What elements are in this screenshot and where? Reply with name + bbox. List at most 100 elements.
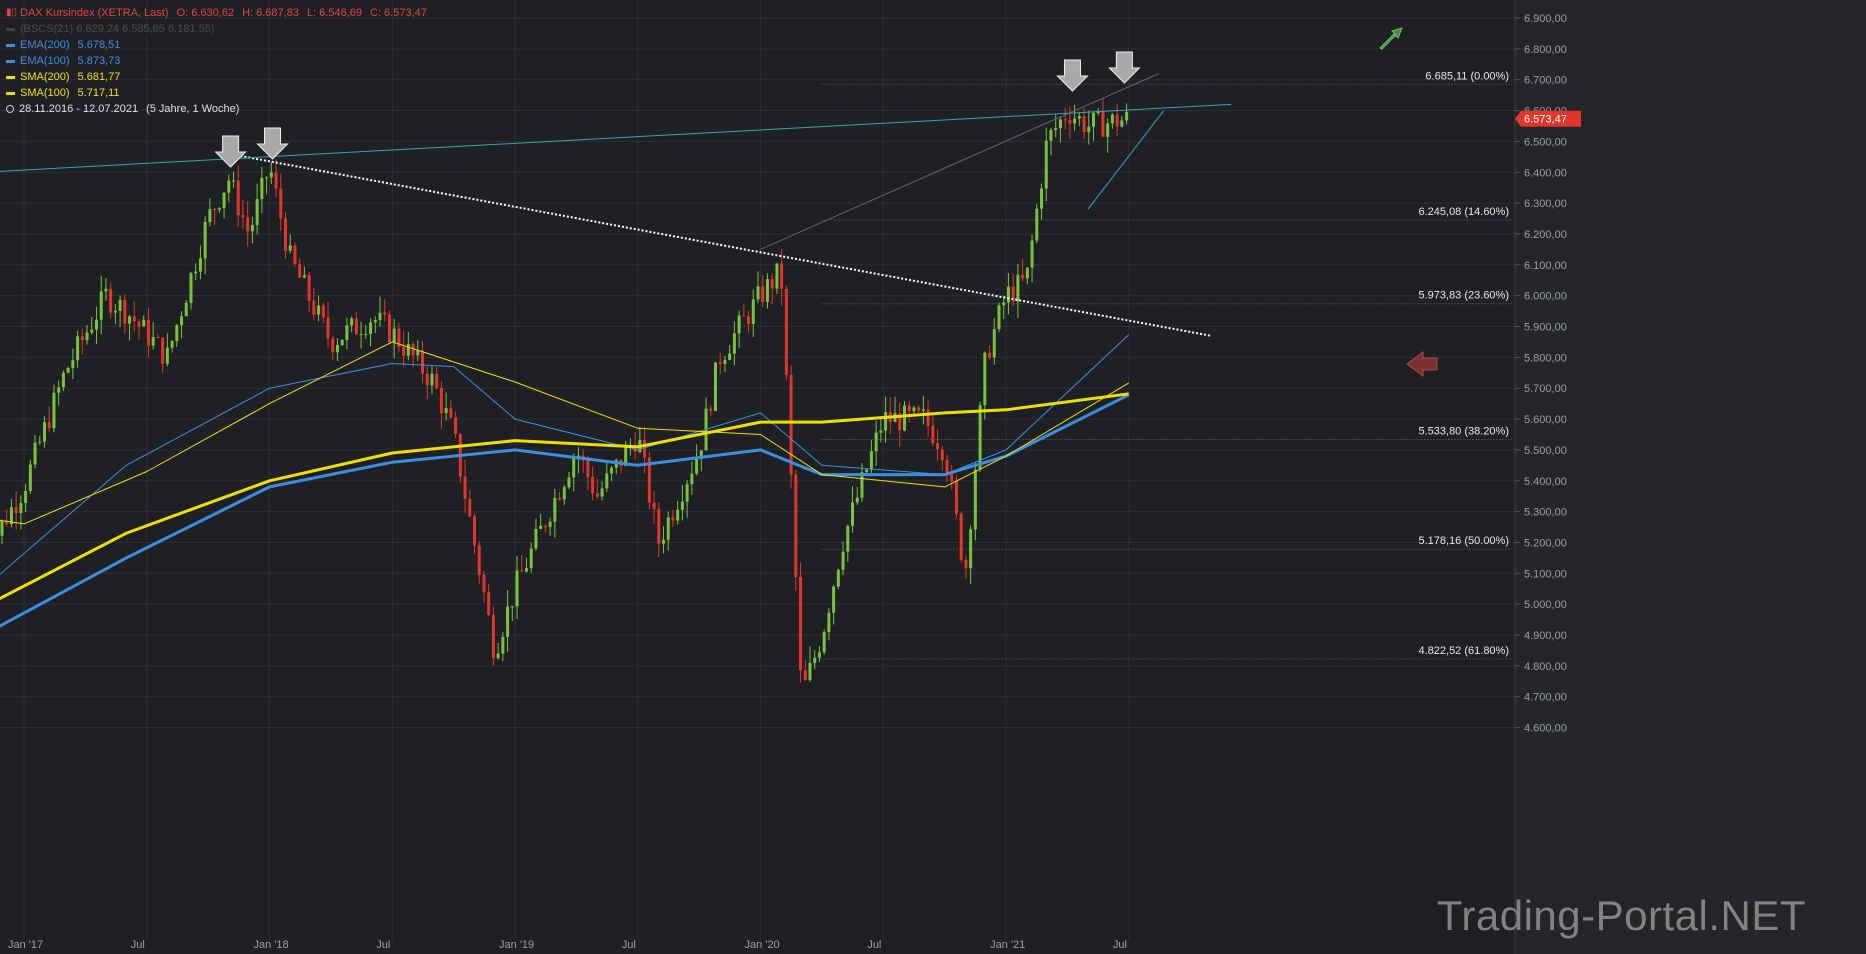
candle-body — [501, 636, 505, 654]
price-tick-label: 6.000,00 — [1524, 291, 1567, 303]
legend-sma100[interactable]: SMA(100) 5.717,11 — [6, 85, 427, 101]
candle-body — [543, 525, 547, 528]
candle-body — [260, 177, 264, 200]
candle-body — [302, 275, 306, 278]
candle-body — [992, 329, 996, 358]
candle-body — [803, 670, 807, 681]
candle-body — [709, 408, 713, 411]
candle-body — [524, 568, 528, 572]
candle-body — [695, 458, 699, 474]
candle-body — [751, 299, 755, 325]
candle-body — [997, 305, 1001, 330]
candle-body — [723, 359, 727, 365]
price-axis[interactable]: 6.900,006.800,006.700,006.600,006.500,00… — [1514, 0, 1866, 954]
candle-body — [1120, 120, 1124, 127]
price-tick-label: 5.900,00 — [1524, 322, 1567, 334]
ema200-name: EMA(200) — [20, 39, 70, 51]
sma200-swatch — [6, 75, 15, 79]
candle-body — [1054, 128, 1058, 131]
legend-ema200[interactable]: EMA(200) 5.678,51 — [6, 37, 427, 53]
moving-averages — [0, 334, 1130, 628]
candle-body — [666, 517, 670, 540]
price-tick-label: 5.400,00 — [1524, 476, 1567, 488]
candle-body — [770, 279, 774, 289]
candle-body — [813, 657, 817, 664]
candle-body — [799, 577, 803, 671]
candle-body — [236, 180, 240, 216]
candle-body — [860, 472, 864, 498]
candle-body — [690, 473, 694, 485]
candle-body — [907, 405, 911, 412]
candle-body — [765, 279, 769, 303]
candle-body — [170, 341, 174, 348]
candle-body — [973, 469, 977, 530]
candle-body — [14, 507, 18, 514]
candle-body — [165, 347, 169, 364]
candle-body — [718, 362, 722, 365]
sma100-value: 5.717,11 — [77, 87, 120, 99]
ma-line-sma200 — [0, 392, 1129, 601]
candle-body — [194, 271, 198, 274]
candle-body — [1082, 116, 1086, 133]
candle-body — [652, 502, 656, 509]
candle-body — [680, 501, 684, 510]
candle-body — [335, 344, 339, 353]
candle-body — [189, 273, 193, 303]
period-label: (5 Jahre, 1 Woche) — [146, 103, 240, 115]
time-tick-label: Jan '18 — [254, 939, 289, 951]
candle-body — [496, 653, 500, 659]
candle-body — [180, 316, 184, 326]
price-tick-label: 6.200,00 — [1524, 229, 1567, 241]
candle-body — [761, 286, 765, 303]
candle-body — [1077, 116, 1081, 119]
candle-body — [586, 460, 590, 477]
candle-body — [808, 663, 812, 681]
candle-body — [936, 443, 940, 450]
time-tick-label: Jan '19 — [499, 939, 534, 951]
sma200-value: 5.681,77 — [77, 71, 121, 83]
sma200-name: SMA(200) — [20, 71, 70, 83]
candle-body — [713, 362, 717, 411]
candle-body — [146, 319, 150, 346]
candle-body — [794, 474, 798, 578]
price-tick-label: 6.100,00 — [1524, 260, 1567, 272]
time-axis[interactable]: Jan '17 Jul Jan '18 Jul Jan '19 Jul Jan '20 Jul… — [8, 939, 1127, 951]
candle-body — [482, 574, 486, 593]
candle-body — [28, 464, 32, 492]
candle-body — [959, 513, 963, 560]
candle-body — [931, 425, 935, 444]
clock-icon — [6, 105, 14, 113]
candle-body — [246, 217, 250, 232]
candle-body — [1058, 119, 1062, 129]
candle-body — [76, 336, 80, 361]
current-price-tag — [1515, 110, 1581, 127]
candle-body — [312, 300, 316, 315]
candle-body — [869, 451, 873, 470]
candle-body — [94, 319, 98, 330]
fib-level-label: 5.973,83 (23.60%) — [1418, 290, 1509, 302]
down-arrow-marker — [1056, 59, 1089, 92]
legend-instrument-row[interactable]: ▮▯ DAX Kursindex (XETRA, Last) O: 6.630,… — [6, 5, 427, 21]
price-tick-label: 5.600,00 — [1524, 414, 1567, 426]
legend-ema100[interactable]: EMA(100) 5.873,73 — [6, 53, 427, 69]
candle-body — [591, 476, 595, 494]
candle-body — [879, 430, 883, 433]
candle-body — [969, 529, 973, 569]
fib-level-label: 6.245,08 (14.60%) — [1418, 206, 1509, 218]
candle-body — [539, 525, 543, 530]
candle-body — [57, 387, 61, 393]
candle-body — [208, 209, 212, 222]
trendline-grey — [760, 73, 1160, 250]
candle-body — [657, 508, 661, 544]
legend-sma200[interactable]: SMA(200) 5.681,77 — [6, 69, 427, 85]
legend-range-row[interactable]: 28.11.2016 - 12.07.2021 (5 Jahre, 1 Woch… — [6, 101, 427, 117]
candle-body — [595, 493, 599, 497]
candle-body — [435, 373, 439, 388]
candle-body — [780, 263, 784, 289]
candle-body — [1040, 188, 1044, 209]
candle-body — [359, 334, 363, 336]
candle-body — [293, 245, 297, 264]
candle-body — [874, 432, 878, 452]
candle-body — [491, 614, 495, 659]
